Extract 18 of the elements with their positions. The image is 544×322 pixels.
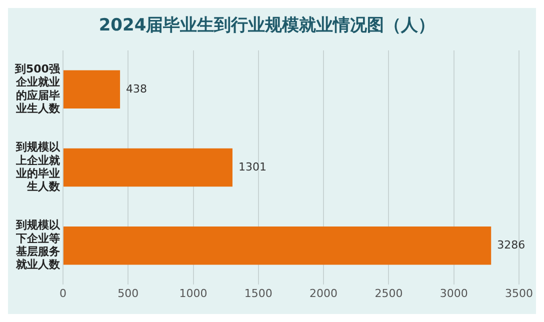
- data-label: 3286: [497, 238, 526, 252]
- y-tick-label: 到规模以上企业就业的毕业生人数: [14, 140, 61, 194]
- x-tick-label: 2500: [374, 287, 403, 300]
- x-tick-label: 500: [118, 287, 139, 300]
- x-tick-label: 2000: [310, 287, 338, 300]
- data-label: 438: [126, 82, 148, 96]
- data-label: 1301: [238, 160, 266, 174]
- bar: [63, 148, 232, 187]
- chart-title: 2024届毕业生到行业规模就业情况图（人）: [98, 16, 436, 36]
- x-tick-label: 1500: [244, 287, 272, 300]
- x-tick-label: 3500: [505, 287, 534, 300]
- bar: [63, 70, 120, 109]
- x-tick-label: 3000: [440, 287, 468, 300]
- y-tick-label: 到500强企业就业的应届毕业生人数: [14, 62, 61, 116]
- x-tick-label: 1000: [179, 287, 208, 300]
- y-tick-label: 到规模以下企业等基层服务就业人数: [14, 218, 61, 272]
- bar: [63, 226, 492, 265]
- x-tick-label: 0: [59, 287, 66, 300]
